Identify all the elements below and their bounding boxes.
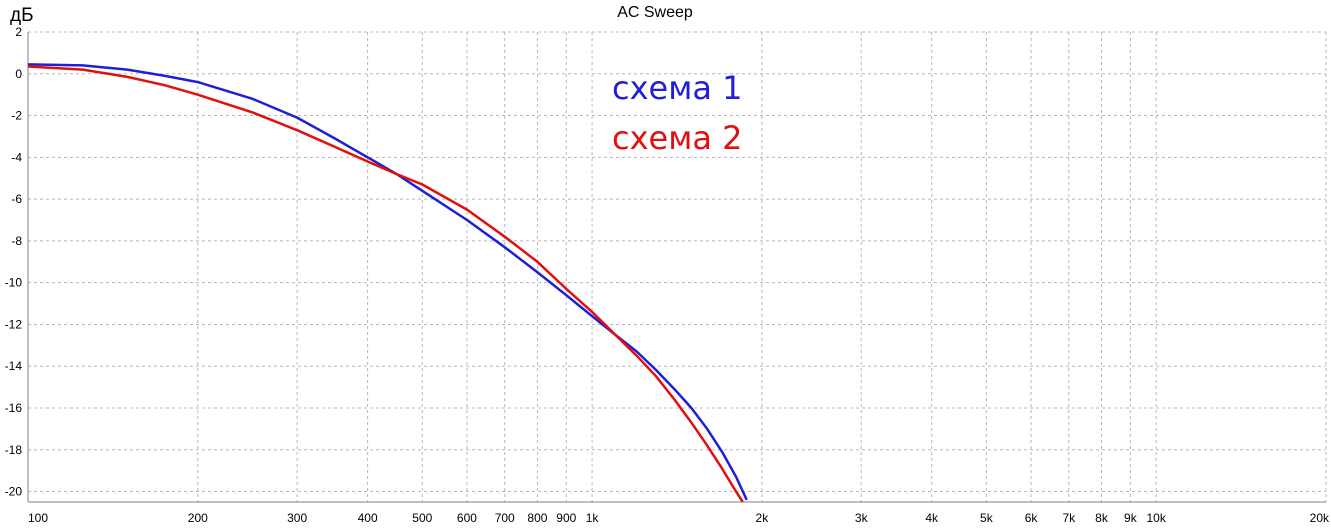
legend-entry-1: схема 1: [612, 69, 743, 107]
x-tick-label: 1k: [586, 511, 600, 525]
x-tick-label: 2k: [756, 511, 770, 525]
x-tick-label: 20k: [1310, 511, 1330, 525]
x-tick-label: 600: [457, 511, 477, 525]
y-tick-labels: 2 0 -2 -4 -6 -8 -10 -12 -14 -16 -18 -20: [5, 25, 23, 499]
x-tick-label: 400: [358, 511, 378, 525]
x-tick-label: 800: [527, 511, 547, 525]
series-line-2: [28, 65, 744, 502]
y-tick-label: -12: [5, 317, 23, 331]
chart-title: AC Sweep: [617, 4, 693, 21]
y-tick-label: -20: [5, 485, 23, 499]
series-lines: [28, 63, 748, 502]
grid: [27, 31, 1327, 503]
x-tick-label: 200: [188, 511, 208, 525]
y-tick-label: -16: [5, 401, 23, 415]
y-tick-label: -4: [11, 150, 22, 164]
y-tick-label: -8: [11, 234, 22, 248]
x-tick-label: 7k: [1062, 511, 1076, 525]
legend: схема 1 схема 2: [612, 69, 743, 157]
x-tick-label: 6k: [1025, 511, 1039, 525]
x-tick-label: 3k: [855, 511, 869, 525]
x-tick-labels: 100 200 300 400 500 600 700 800 900 1k 2k 3k 4k 5k 6k 7…: [28, 511, 1330, 525]
y-tick-label: -6: [11, 192, 22, 206]
y-tick-label: 2: [15, 25, 22, 39]
legend-entry-2: схема 2: [612, 119, 743, 157]
x-tick-label: 500: [412, 511, 432, 525]
y-tick-label: 0: [15, 67, 22, 81]
x-tick-label: 10k: [1147, 511, 1167, 525]
x-tick-label: 4k: [925, 511, 939, 525]
x-tick-label: 300: [287, 511, 307, 525]
y-tick-label: -2: [11, 109, 22, 123]
series-line-1: [28, 63, 748, 501]
x-tick-label: 100: [28, 511, 48, 525]
x-tick-label: 5k: [980, 511, 994, 525]
y-tick-label: -18: [5, 443, 23, 457]
x-tick-label: 900: [556, 511, 576, 525]
x-tick-label: 9k: [1124, 511, 1138, 525]
x-tick-label: 700: [495, 511, 515, 525]
y-tick-label: -10: [5, 276, 23, 290]
x-tick-label: 8k: [1095, 511, 1109, 525]
y-tick-label: -14: [5, 359, 23, 373]
y-axis-label: дБ: [10, 5, 34, 26]
